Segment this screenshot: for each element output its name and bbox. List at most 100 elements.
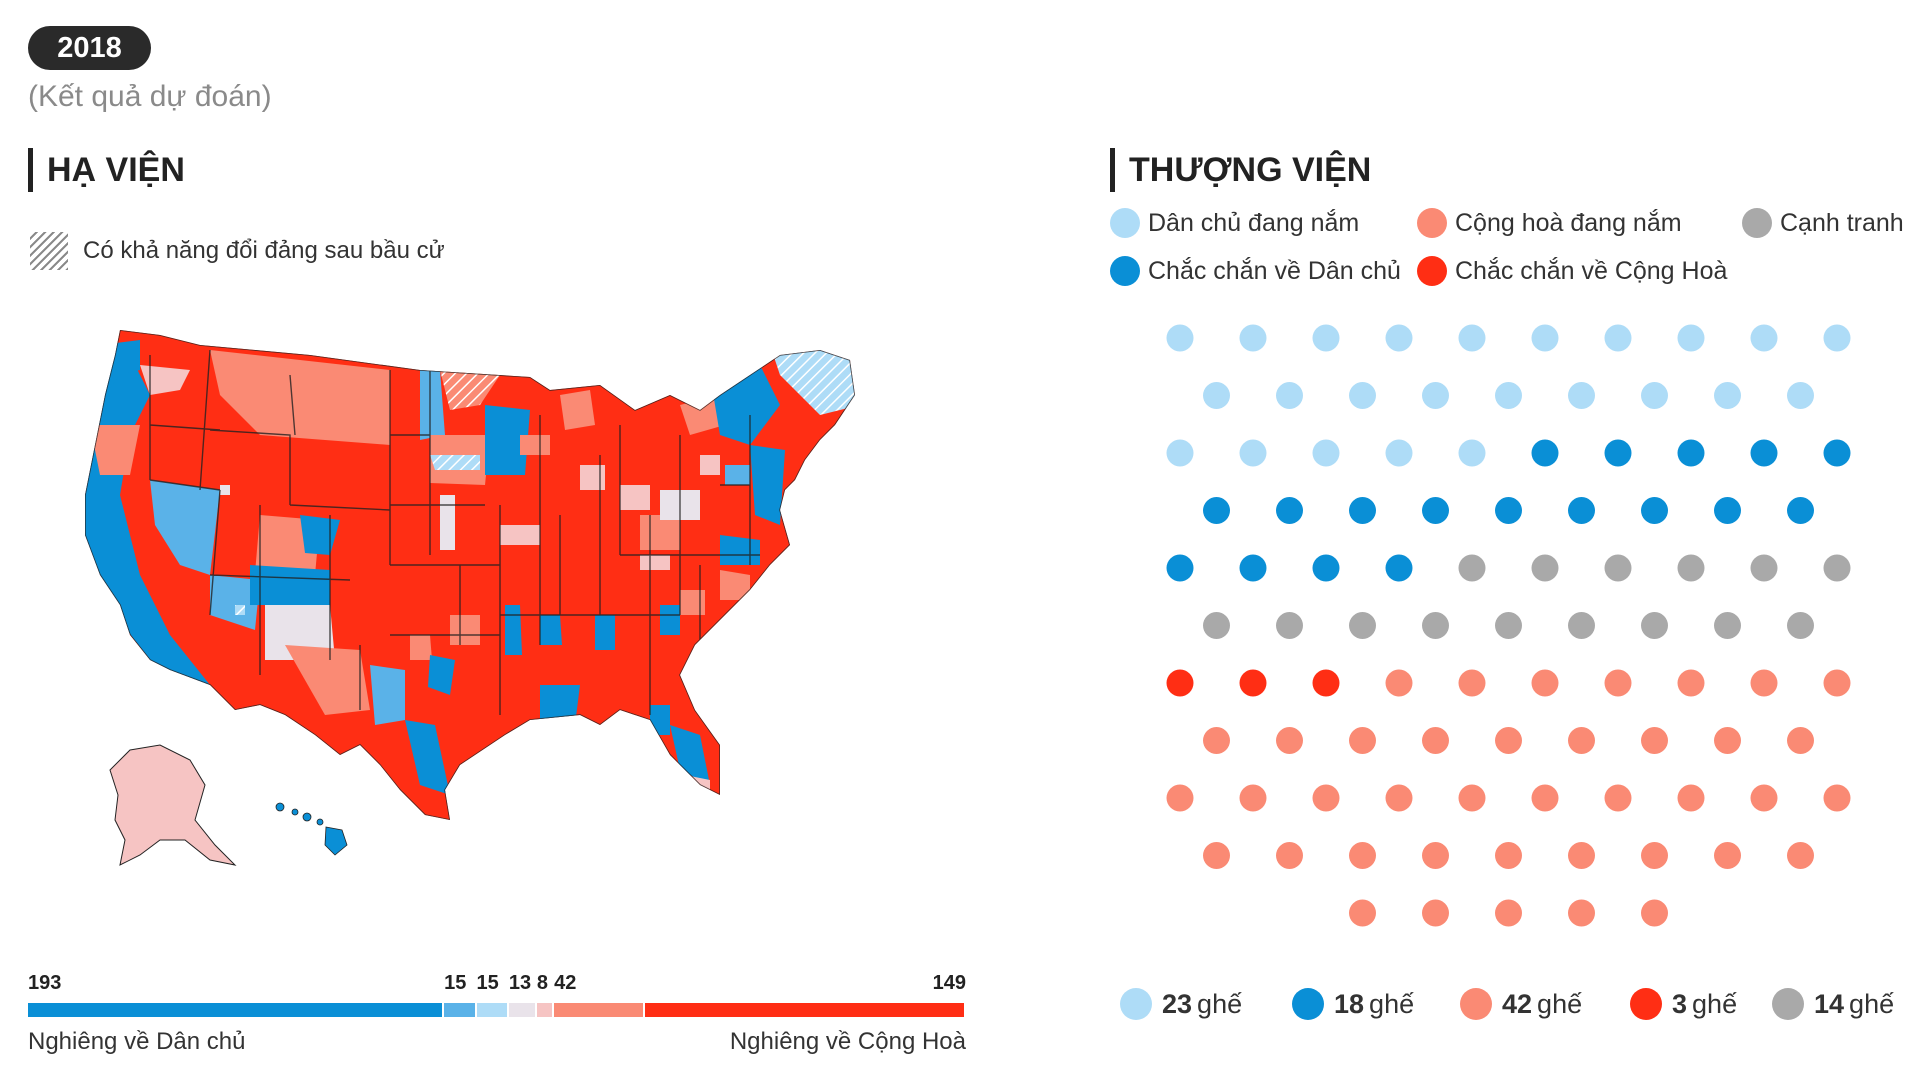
seat-dot-rep-hold xyxy=(1385,669,1413,697)
seat-dot-dem-safe xyxy=(1166,554,1194,582)
hatch-legend: Có khả năng đổi đảng sau bầu cử xyxy=(30,231,445,271)
seat-dot-dem-hold xyxy=(1458,324,1486,352)
seat-dot-dem-hold xyxy=(1349,382,1376,409)
bar-segment-label: 13 xyxy=(508,972,532,994)
seat-dot-dem-safe xyxy=(1641,497,1668,524)
bar-segment xyxy=(476,1003,507,1017)
seat-dot-dem-safe xyxy=(1750,439,1778,467)
forecast-subtitle: (Kết quả dự đoán) xyxy=(28,80,272,113)
legend-dem-safe: Chắc chắn về Dân chủ xyxy=(1110,256,1401,286)
seat-dot-dem-safe xyxy=(1203,497,1230,524)
seat-dot-dem-safe xyxy=(1385,554,1413,582)
seat-dot-tossup xyxy=(1349,612,1376,639)
count-number: 3 xyxy=(1672,988,1688,1019)
seat-dot-rep-hold xyxy=(1166,784,1194,812)
seat-dot-dem-hold xyxy=(1531,324,1559,352)
seat-dot-dem-hold xyxy=(1787,382,1814,409)
hatch-legend-label: Có khả năng đổi đảng sau bầu cử xyxy=(83,237,445,264)
count-unit: ghế xyxy=(1537,988,1583,1019)
seat-dot-rep-hold xyxy=(1312,784,1340,812)
seat-dot-rep-hold xyxy=(1349,899,1376,927)
count-dot-icon xyxy=(1292,988,1324,1020)
seat-dot-tossup xyxy=(1677,554,1705,582)
legend-dot-icon xyxy=(1110,208,1140,238)
bar-segment xyxy=(644,1003,964,1017)
seat-dot-dem-safe xyxy=(1495,497,1522,524)
seat-dot-rep-hold xyxy=(1750,784,1778,812)
seat-dot-rep-hold xyxy=(1495,727,1522,754)
count-rep-hold: 42 ghế xyxy=(1460,988,1582,1020)
legend-label: Cộng hoà đang nắm xyxy=(1455,208,1682,237)
legend-dot-icon xyxy=(1110,256,1140,286)
seat-dot-rep-hold xyxy=(1276,727,1303,754)
seat-dot-rep-hold xyxy=(1604,784,1632,812)
hawaii-shape xyxy=(275,802,348,856)
seat-dot-dem-hold xyxy=(1604,324,1632,352)
seat-dot-tossup xyxy=(1714,612,1741,639)
seat-dot-rep-hold xyxy=(1349,842,1376,869)
seat-dot-rep-hold xyxy=(1458,669,1486,697)
seat-dot-rep-hold xyxy=(1531,784,1559,812)
rep-lean-label: Nghiêng về Cộng Hoà xyxy=(729,1028,966,1055)
seat-dot-rep-hold xyxy=(1641,727,1668,754)
seat-dot-rep-hold xyxy=(1276,842,1303,869)
seat-dot-dem-safe xyxy=(1422,497,1449,524)
count-unit: ghế xyxy=(1197,988,1243,1019)
seat-dot-dem-hold xyxy=(1823,324,1851,352)
seat-dot-tossup xyxy=(1422,612,1449,639)
bar-segment-label: 149 xyxy=(932,972,966,994)
seat-dot-rep-hold xyxy=(1641,899,1668,927)
bar-segment-label: 42 xyxy=(554,972,577,994)
bar-segment-label: 15 xyxy=(444,972,467,994)
seat-dot-dem-safe xyxy=(1677,439,1705,467)
seat-dot-rep-hold xyxy=(1349,727,1376,754)
seat-dot-dem-hold xyxy=(1239,439,1267,467)
seat-dot-rep-hold xyxy=(1203,842,1230,869)
seat-dot-dem-hold xyxy=(1239,324,1267,352)
count-number: 42 xyxy=(1502,988,1533,1019)
bar-segment-label: 8 xyxy=(536,972,549,994)
seat-dot-dem-hold xyxy=(1458,439,1486,467)
count-dot-icon xyxy=(1630,988,1662,1020)
seat-dot-rep-hold xyxy=(1495,842,1522,869)
legend-dot-icon xyxy=(1742,208,1772,238)
seat-dot-tossup xyxy=(1641,612,1668,639)
seat-dot-rep-safe xyxy=(1166,669,1194,697)
seat-dot-rep-hold xyxy=(1787,727,1814,754)
seat-dot-tossup xyxy=(1750,554,1778,582)
count-tossup: 14 ghế xyxy=(1772,988,1894,1020)
seat-dot-dem-hold xyxy=(1385,439,1413,467)
count-dot-icon xyxy=(1772,988,1804,1020)
seat-dot-rep-hold xyxy=(1568,842,1595,869)
seat-dot-dem-hold xyxy=(1166,324,1194,352)
seat-dot-dem-hold xyxy=(1677,324,1705,352)
seat-dot-dem-safe xyxy=(1714,497,1741,524)
house-district-map[interactable] xyxy=(60,315,960,905)
seat-dot-rep-hold xyxy=(1458,784,1486,812)
seat-dot-dem-hold xyxy=(1641,382,1668,409)
dem-lean-label: Nghiêng về Dân chủ xyxy=(28,1028,246,1055)
legend-label: Cạnh tranh xyxy=(1780,208,1904,237)
seat-dot-dem-hold xyxy=(1422,382,1449,409)
alaska-shape xyxy=(109,744,237,866)
seat-dot-rep-hold xyxy=(1823,669,1851,697)
seat-dot-dem-hold xyxy=(1312,439,1340,467)
seat-dot-tossup xyxy=(1458,554,1486,582)
legend-rep-safe: Chắc chắn về Cộng Hoà xyxy=(1417,256,1727,286)
legend-dem-hold: Dân chủ đang nắm xyxy=(1110,208,1359,238)
seat-dot-dem-safe xyxy=(1239,554,1267,582)
count-unit: ghế xyxy=(1692,988,1738,1019)
legend-label: Chắc chắn về Cộng Hoà xyxy=(1455,256,1728,285)
seat-dot-tossup xyxy=(1531,554,1559,582)
seat-dot-dem-safe xyxy=(1276,497,1303,524)
seat-dot-tossup xyxy=(1276,612,1303,639)
seat-dot-rep-hold xyxy=(1422,727,1449,754)
seat-dot-rep-hold xyxy=(1568,727,1595,754)
seat-dot-dem-hold xyxy=(1166,439,1194,467)
legend-dot-icon xyxy=(1417,256,1447,286)
legend-rep-hold: Cộng hoà đang nắm xyxy=(1417,208,1682,238)
seat-dot-dem-hold xyxy=(1203,382,1230,409)
year-badge[interactable]: 2018 xyxy=(28,26,151,70)
seat-dot-rep-hold xyxy=(1495,899,1522,927)
seat-dot-dem-hold xyxy=(1276,382,1303,409)
